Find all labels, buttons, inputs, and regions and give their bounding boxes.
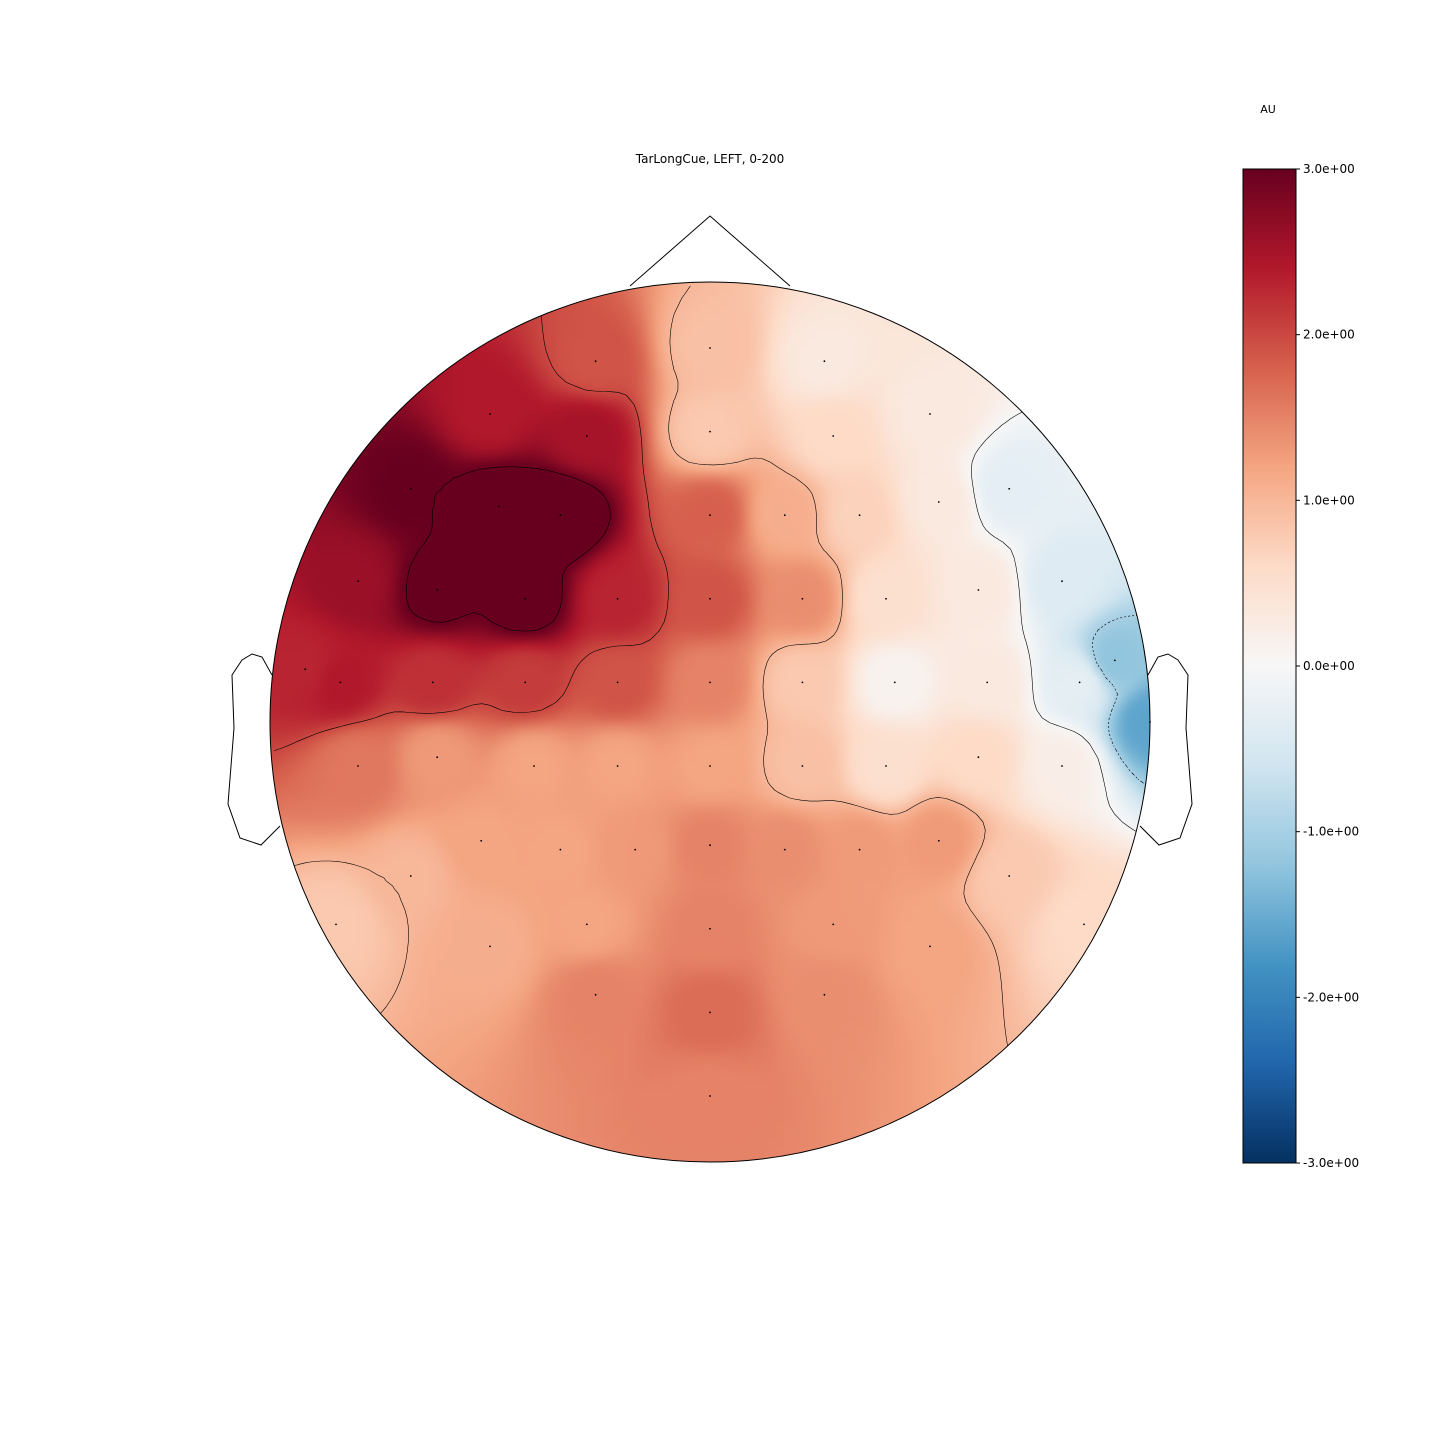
sensor-marker [497,505,500,508]
colorbar-tick-label: -1.0e+00 [1303,825,1359,839]
sensor-markers [304,347,1151,1097]
colorbar [1242,168,1297,1164]
sensor-marker [1008,487,1011,490]
sensor-marker [709,927,711,930]
sensor-marker [1078,681,1081,684]
colorbar-ticks: 3.0e+00 2.0e+00 1.0e+00 0.0e+00 -1.0e+00 -2.0… [1296,162,1359,1170]
sensor-marker [533,765,535,767]
sensor-marker [986,681,989,684]
sensor-marker [594,360,597,363]
sensor-marker [709,430,711,433]
sensor-marker [489,413,491,415]
nose-outline [629,215,791,287]
colorbar-label: AU [1260,103,1276,116]
sensor-marker [709,1011,711,1014]
sensor-marker [1061,580,1063,583]
sensor-marker [480,839,483,842]
sensor-marker [1061,765,1063,767]
sensor-marker [801,765,804,767]
sensor-marker [709,1095,711,1097]
sensor-marker [709,347,711,349]
colorbar-tick-label: 0.0e+00 [1303,659,1355,673]
sensor-marker [832,923,835,926]
sensor-marker [357,765,359,767]
sensor-marker [409,487,412,490]
sensor-marker [823,993,826,996]
colorbar-tick-label: -3.0e+00 [1303,1156,1359,1170]
sensor-marker [357,580,359,583]
sensor-marker [709,514,711,517]
sensor-marker [858,514,861,517]
colorbar-tick-label: 1.0e+00 [1303,493,1355,507]
sensor-marker [709,765,711,767]
sensor-marker [832,435,835,437]
colorbar-tick-label: 3.0e+00 [1303,162,1355,176]
sensor-marker [489,945,491,948]
sensor-marker [885,597,887,600]
chart-title: TarLongCue, LEFT, 0-200 [635,152,784,166]
sensor-marker [559,514,562,517]
sensor-marker [823,360,826,363]
sensor-marker [436,589,439,591]
sensor-marker [1113,659,1116,662]
sensor-marker [929,945,931,948]
sensor-marker [559,848,562,851]
sensor-marker [885,765,887,767]
head-outline [269,281,1151,1163]
contour-line [406,466,611,632]
colorbar-tick-label: -2.0e+00 [1303,990,1359,1004]
sensor-marker [801,681,804,684]
sensor-marker [436,756,439,759]
sensor-marker [709,597,711,600]
sensor-marker [304,668,307,671]
colorbar-tick-label: 2.0e+00 [1303,328,1355,342]
sensor-marker [1083,923,1085,926]
sensor-marker [339,681,342,684]
sensor-marker [1008,875,1011,877]
sensor-marker [937,501,940,503]
left-ear-outline [227,653,281,846]
sensor-marker [524,681,527,684]
sensor-marker [709,681,711,684]
sensor-marker [783,848,786,851]
sensor-marker [929,413,931,415]
heatmap-image [270,282,1150,1162]
sensor-marker [616,681,619,684]
sensor-marker [431,681,434,684]
sensor-marker [977,589,980,591]
sensor-marker [335,923,337,926]
sensor-marker [893,681,896,684]
sensor-marker [801,597,804,600]
sensor-marker [409,875,412,877]
sensor-marker [977,756,980,759]
sensor-marker [616,597,619,600]
sensor-marker [585,435,588,437]
sensor-marker [937,839,940,842]
sensor-marker [858,848,861,851]
sensor-marker [524,597,527,600]
sensor-marker [616,765,619,767]
sensor-marker [594,993,597,996]
right-ear-outline [1139,653,1193,846]
sensor-marker [634,848,637,851]
topomap-heatmap [270,282,1150,1162]
sensor-marker [709,844,711,847]
sensor-marker [585,923,588,926]
sensor-marker [783,514,786,517]
